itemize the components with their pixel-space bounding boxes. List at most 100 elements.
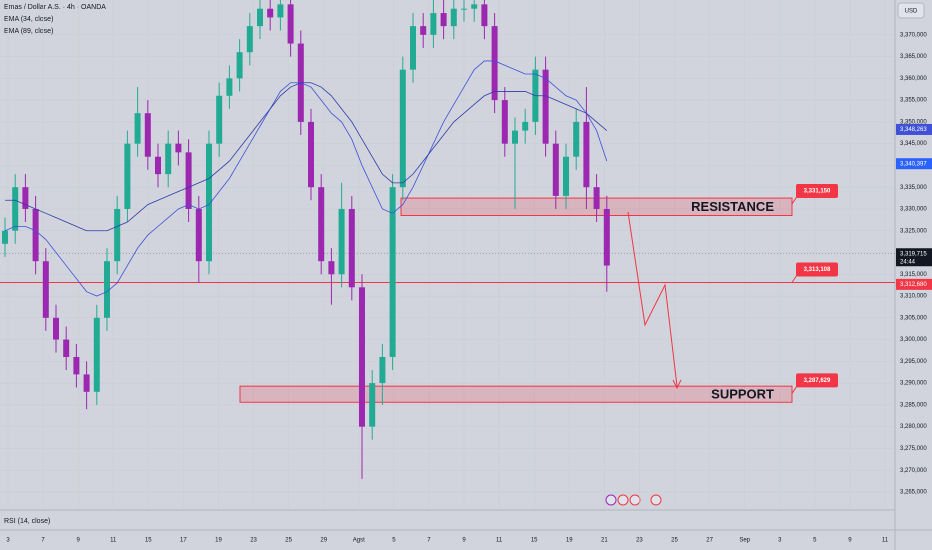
x-tick-label: Sep	[739, 538, 750, 544]
candle-body	[593, 187, 600, 209]
candle-body	[83, 374, 90, 392]
ema-line	[5, 82, 608, 232]
x-tick-label: 27	[706, 538, 713, 544]
candle-body	[175, 143, 182, 153]
x-tick-label: 5	[813, 538, 817, 544]
candle-body	[206, 143, 212, 262]
candle-body	[450, 8, 457, 27]
axis-price-label: 3,319,715	[900, 251, 927, 257]
candle-body	[12, 187, 19, 231]
rsi-label: RSI (14, close)	[4, 518, 50, 525]
zone-box	[239, 385, 793, 403]
x-tick-label: 21	[601, 538, 608, 544]
x-tick-label: 3	[778, 538, 782, 544]
x-tick-label: 25	[671, 538, 678, 544]
currency-button[interactable]	[897, 2, 925, 19]
candle-body	[603, 208, 610, 266]
ema-line	[4, 60, 608, 297]
countdown-label: 24:44	[900, 259, 916, 265]
candle-body	[359, 287, 365, 427]
indicator-label: EMA (34, close)	[4, 16, 53, 23]
candle-body	[287, 4, 294, 44]
chart-title: Emas / Dollar A.S. · 4h · OANDA	[4, 4, 106, 11]
axis-price-label: 3,348,263	[900, 127, 927, 133]
candle-body	[93, 317, 100, 392]
candle-body	[552, 143, 559, 196]
x-tick-label: 11	[882, 538, 889, 544]
event-icons	[605, 494, 662, 506]
candle-body	[512, 130, 518, 144]
candle-body	[185, 152, 192, 209]
axis-price-label: 3,312,680	[900, 282, 927, 288]
candle-body	[42, 261, 49, 318]
axis-price-label: 3,340,397	[900, 161, 927, 167]
x-tick-label: 15	[531, 538, 538, 544]
candle-body	[73, 356, 80, 375]
currency-label: USD	[905, 9, 918, 15]
x-tick-label: 19	[215, 538, 222, 544]
candle-body	[134, 113, 141, 144]
arrow-head	[672, 379, 682, 390]
candle-body	[308, 121, 314, 188]
axis-price-box	[896, 278, 932, 290]
x-tick-label: 23	[636, 538, 643, 544]
candle-body	[389, 187, 396, 357]
x-tick-label: 7	[41, 538, 45, 544]
candle-body	[399, 69, 406, 188]
candle-body	[573, 121, 580, 157]
x-tick-label: 11	[496, 538, 503, 544]
candle-body	[267, 8, 274, 18]
candle-body	[257, 8, 263, 27]
candle-body	[583, 121, 590, 188]
y-tick-label: 3,325,000	[900, 228, 927, 234]
y-tick-label: 3,360,000	[900, 76, 927, 82]
y-tick-label: 3,300,000	[900, 337, 927, 343]
y-tick-label: 3,335,000	[900, 185, 927, 191]
x-tick-label: 15	[145, 538, 152, 544]
candle-body	[53, 317, 59, 340]
x-tick-label: 7	[427, 538, 431, 544]
candle-body	[226, 78, 233, 96]
candle-body	[246, 26, 253, 53]
y-tick-label: 3,315,000	[900, 272, 927, 278]
y-tick-label: 3,305,000	[900, 315, 927, 321]
candle-body	[165, 143, 172, 175]
candle-body	[338, 208, 345, 275]
candle-body	[104, 261, 110, 318]
x-tick-label: 25	[285, 538, 292, 544]
candle-body	[491, 26, 498, 101]
candle-body	[420, 26, 427, 35]
price-tag-label: 3,331,150	[804, 189, 831, 195]
candle-body	[410, 26, 416, 70]
x-tick-label: 19	[566, 538, 573, 544]
candle-body	[63, 339, 70, 357]
x-tick-label: 3	[6, 538, 10, 544]
x-tick-label: 9	[462, 538, 466, 544]
candle-body	[22, 187, 29, 209]
y-tick-label: 3,365,000	[900, 54, 927, 60]
price-tag	[796, 373, 838, 388]
y-tick-label: 3,280,000	[900, 424, 927, 430]
y-tick-label: 3,270,000	[900, 468, 927, 474]
y-tick-label: 3,295,000	[900, 359, 927, 365]
price-tag-label: 3,287,629	[804, 378, 831, 384]
y-tick-label: 3,370,000	[900, 32, 927, 38]
y-tick-label: 3,265,000	[900, 490, 927, 496]
x-tick-label: 23	[250, 538, 257, 544]
candle-body	[124, 143, 131, 209]
axis-price-box	[896, 123, 932, 135]
axis-price-box	[896, 248, 932, 267]
candle-body	[461, 8, 467, 10]
candle-body	[481, 4, 488, 27]
candle-body	[2, 230, 8, 244]
price-tag-label: 3,313,108	[804, 267, 831, 273]
zone-label: SUPPORT	[711, 387, 774, 402]
candle-body	[542, 69, 549, 144]
x-tick-label: 9	[848, 538, 852, 544]
price-tag	[796, 262, 838, 277]
x-tick-label: 11	[110, 538, 117, 544]
zone-label: RESISTANCE	[691, 199, 774, 214]
